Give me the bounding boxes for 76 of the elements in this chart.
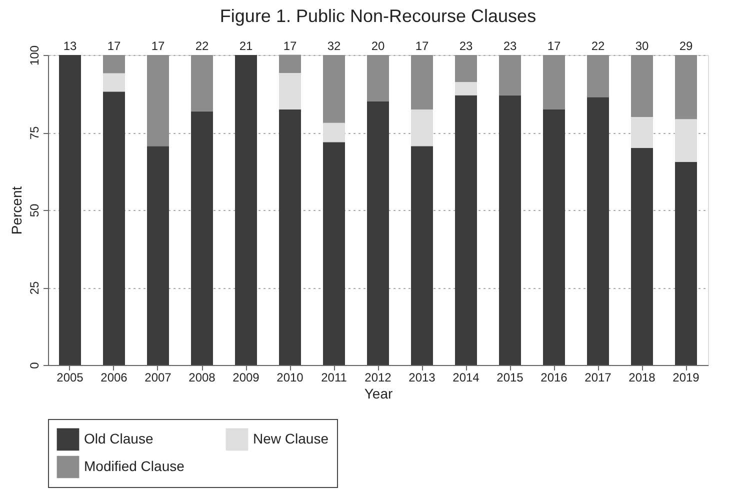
bar: [631, 117, 653, 148]
bar: [543, 110, 565, 365]
bar: [279, 110, 301, 365]
bar: [367, 55, 389, 102]
text: 20: [371, 39, 385, 53]
bar: [235, 55, 257, 365]
bar: [191, 111, 213, 365]
bar: [675, 119, 697, 162]
bar: [499, 55, 521, 96]
text: 22: [591, 39, 605, 53]
text: 17: [547, 39, 561, 53]
y-tick-label: 50: [28, 204, 42, 218]
bar: [499, 95, 521, 365]
bar: [59, 55, 81, 365]
bar: [675, 162, 697, 365]
x-tick-label: 2008: [188, 370, 216, 384]
bar: [411, 146, 433, 365]
x-axis-title: Year: [364, 386, 393, 402]
bar: [323, 55, 345, 123]
text: 13: [63, 39, 77, 53]
x-tick-label: 2018: [628, 370, 656, 384]
y-tick-label: 0: [28, 362, 42, 369]
x-tick-label: 2015: [496, 370, 524, 384]
text: 23: [459, 39, 473, 53]
x-tick-label: 2016: [540, 370, 568, 384]
text: 17: [283, 39, 297, 53]
bar: [675, 55, 697, 120]
y-axis-title: Percent: [8, 186, 24, 235]
bar: [103, 55, 125, 74]
bar: [455, 55, 477, 82]
bar: [279, 72, 301, 110]
bar: [411, 110, 433, 146]
legend-label: Modified Clause: [84, 458, 185, 474]
bar: [631, 148, 653, 365]
bar: [147, 55, 169, 146]
bar: [147, 146, 169, 365]
legend-label: Old Clause: [84, 430, 154, 446]
x-tick-label: 2005: [56, 370, 84, 384]
x-tick-label: 2009: [232, 370, 260, 384]
x-tick-label: 2017: [584, 370, 612, 384]
bar: [543, 55, 565, 110]
bar: [103, 92, 125, 365]
text: 21: [239, 39, 253, 53]
x-tick-label: 2013: [408, 370, 436, 384]
y-tick-label: 25: [28, 281, 42, 295]
legend-label: New Clause: [253, 430, 329, 446]
bar: [323, 142, 345, 365]
text: 23: [503, 39, 517, 53]
bar: [587, 97, 609, 365]
x-tick-label: 2014: [452, 370, 480, 384]
chart-title: Figure 1. Public Non-Recourse Clauses: [220, 6, 536, 26]
text: 17: [415, 39, 429, 53]
x-tick-label: 2011: [321, 370, 348, 384]
bar: [191, 55, 213, 112]
text: 29: [679, 39, 693, 53]
x-tick-label: 2010: [276, 370, 304, 384]
text: 17: [107, 39, 121, 53]
bar: [367, 102, 389, 365]
bar: [323, 122, 345, 142]
y-tick-label: 100: [28, 45, 42, 66]
x-tick-label: 2006: [100, 370, 128, 384]
bar: [631, 55, 653, 117]
text: 17: [151, 39, 165, 53]
text: 30: [635, 39, 649, 53]
bar: [411, 55, 433, 110]
bar: [455, 95, 477, 365]
bar: [587, 55, 609, 98]
x-tick-label: 2007: [144, 370, 172, 384]
bar: [103, 73, 125, 92]
bar: [455, 82, 477, 96]
text: 32: [327, 39, 341, 53]
text: 22: [195, 39, 209, 53]
x-tick-label: 2019: [672, 370, 700, 384]
x-tick-label: 2012: [364, 370, 392, 384]
y-tick-label: 75: [28, 126, 42, 140]
bar: [279, 54, 301, 73]
